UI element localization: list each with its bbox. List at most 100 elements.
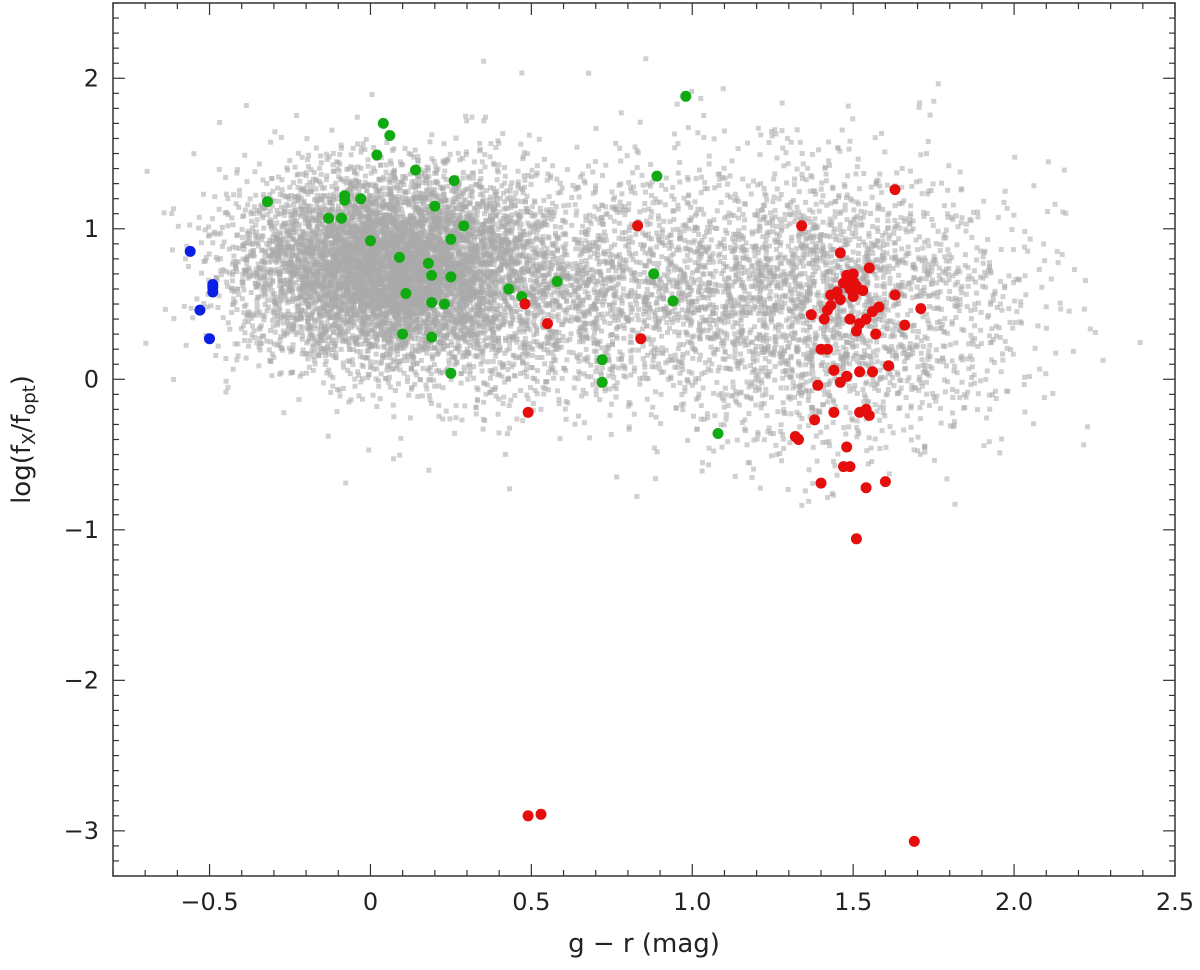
background-point — [1052, 201, 1058, 207]
background-point — [943, 280, 949, 286]
background-point — [735, 146, 741, 152]
background-point — [759, 401, 764, 407]
background-point — [262, 266, 268, 272]
background-point — [371, 145, 377, 151]
background-point — [225, 284, 230, 289]
background-point — [919, 400, 925, 406]
background-point — [647, 306, 653, 312]
background-point — [230, 272, 235, 278]
background-point — [213, 353, 219, 358]
background-point — [853, 221, 859, 227]
background-point — [253, 192, 259, 198]
background-point — [851, 353, 857, 359]
background-point — [307, 179, 313, 185]
background-point — [852, 234, 858, 240]
background-point — [724, 335, 730, 341]
background-point — [805, 350, 811, 356]
background-point — [802, 229, 808, 235]
background-point — [548, 292, 554, 298]
background-point — [672, 145, 678, 151]
background-point — [436, 402, 442, 408]
background-point — [789, 263, 795, 269]
background-point — [502, 199, 508, 205]
background-point — [572, 375, 578, 381]
background-point — [311, 348, 317, 354]
background-point — [828, 327, 834, 333]
background-point — [389, 161, 394, 167]
background-point — [387, 158, 393, 164]
background-point — [970, 364, 975, 370]
background-point — [267, 192, 273, 198]
background-point — [887, 280, 893, 286]
background-point — [462, 403, 468, 409]
background-point — [827, 318, 833, 324]
background-point — [317, 305, 323, 311]
background-point — [488, 141, 494, 146]
background-point — [368, 222, 374, 227]
background-point — [442, 205, 448, 210]
background-point — [634, 312, 640, 318]
background-point — [488, 185, 493, 191]
background-point — [784, 223, 790, 229]
background-point — [898, 385, 904, 391]
background-point — [884, 299, 889, 305]
background-point — [421, 180, 426, 185]
background-point — [433, 346, 439, 351]
background-point — [542, 257, 548, 263]
background-point — [961, 327, 967, 333]
background-point — [792, 394, 798, 400]
background-point — [556, 291, 562, 297]
background-point — [491, 186, 497, 191]
background-point — [798, 389, 804, 395]
background-point — [706, 295, 711, 301]
background-point — [574, 208, 580, 214]
background-point — [684, 175, 690, 180]
background-point — [660, 292, 666, 298]
background-point — [862, 348, 867, 354]
background-point — [592, 269, 598, 275]
background-point — [242, 318, 248, 324]
background-point — [922, 367, 928, 373]
background-point — [757, 152, 763, 158]
background-point — [772, 364, 778, 369]
background-point — [349, 357, 355, 363]
background-point — [1023, 292, 1029, 298]
background-point — [966, 341, 972, 347]
background-point — [1025, 248, 1031, 254]
background-point — [523, 367, 529, 372]
background-point — [472, 205, 478, 211]
background-point — [907, 323, 913, 329]
background-point — [972, 380, 978, 386]
background-point — [941, 203, 947, 209]
background-point — [886, 236, 892, 242]
background-point — [717, 176, 723, 182]
background-point — [259, 233, 265, 239]
background-point — [313, 250, 319, 256]
background-point — [517, 243, 523, 249]
background-point — [507, 194, 513, 200]
background-point — [735, 365, 741, 371]
background-point — [1087, 326, 1093, 332]
background-point — [899, 280, 905, 285]
background-point — [940, 322, 945, 328]
background-point — [728, 298, 734, 304]
background-point — [338, 142, 344, 148]
background-point — [787, 440, 793, 446]
background-point — [981, 198, 987, 204]
background-point — [717, 259, 723, 264]
background-point — [903, 253, 909, 259]
background-point — [780, 436, 786, 442]
background-point — [834, 472, 840, 478]
background-point — [762, 305, 768, 311]
background-point — [925, 238, 931, 243]
background-point — [792, 287, 798, 293]
background-point — [907, 341, 913, 346]
background-point — [688, 285, 693, 291]
background-point — [518, 306, 524, 312]
background-point — [304, 370, 310, 376]
background-point — [652, 364, 658, 370]
background-point — [753, 402, 759, 408]
background-point — [337, 161, 343, 167]
background-point — [754, 357, 760, 363]
background-point — [372, 168, 378, 174]
